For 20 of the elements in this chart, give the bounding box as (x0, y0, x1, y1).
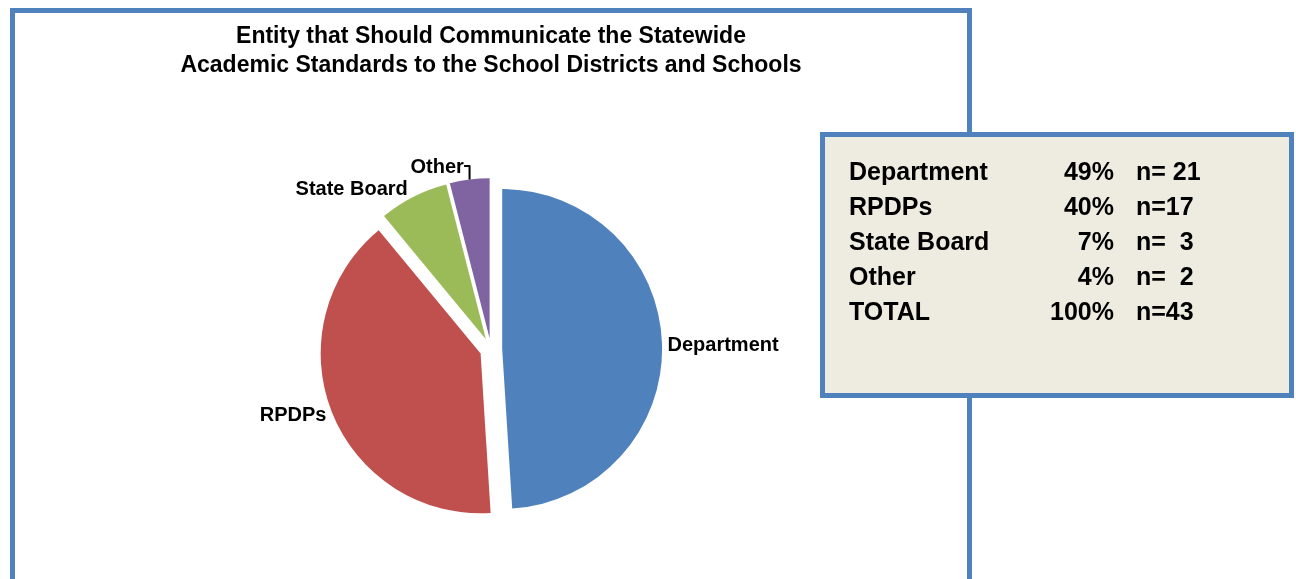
text: 4% (1076, 262, 1114, 291)
text: 40% (1062, 192, 1114, 221)
slice-label: State Board (295, 177, 408, 200)
chart-title: Entity that Should Communicate the Statewide Academic Standards to the School Districts and Schools (180, 21, 802, 78)
text: 100% (1049, 297, 1114, 326)
text: n= 21 (1135, 157, 1202, 186)
slice-label: RPDPs (259, 402, 327, 425)
text: RPDPs (849, 192, 934, 221)
text: n= 3 (1135, 227, 1195, 256)
text: n=43 (1135, 297, 1195, 326)
slice-label: Other (410, 155, 465, 178)
text: 7% (1076, 227, 1114, 256)
text: n=17 (1135, 192, 1195, 221)
text: TOTAL (849, 297, 931, 326)
text: Other (849, 262, 917, 291)
text: 49% (1062, 157, 1114, 186)
text: n= 2 (1135, 262, 1195, 291)
text: Department (849, 157, 989, 186)
text: State Board (849, 227, 991, 256)
slice-label: Department (667, 332, 779, 355)
